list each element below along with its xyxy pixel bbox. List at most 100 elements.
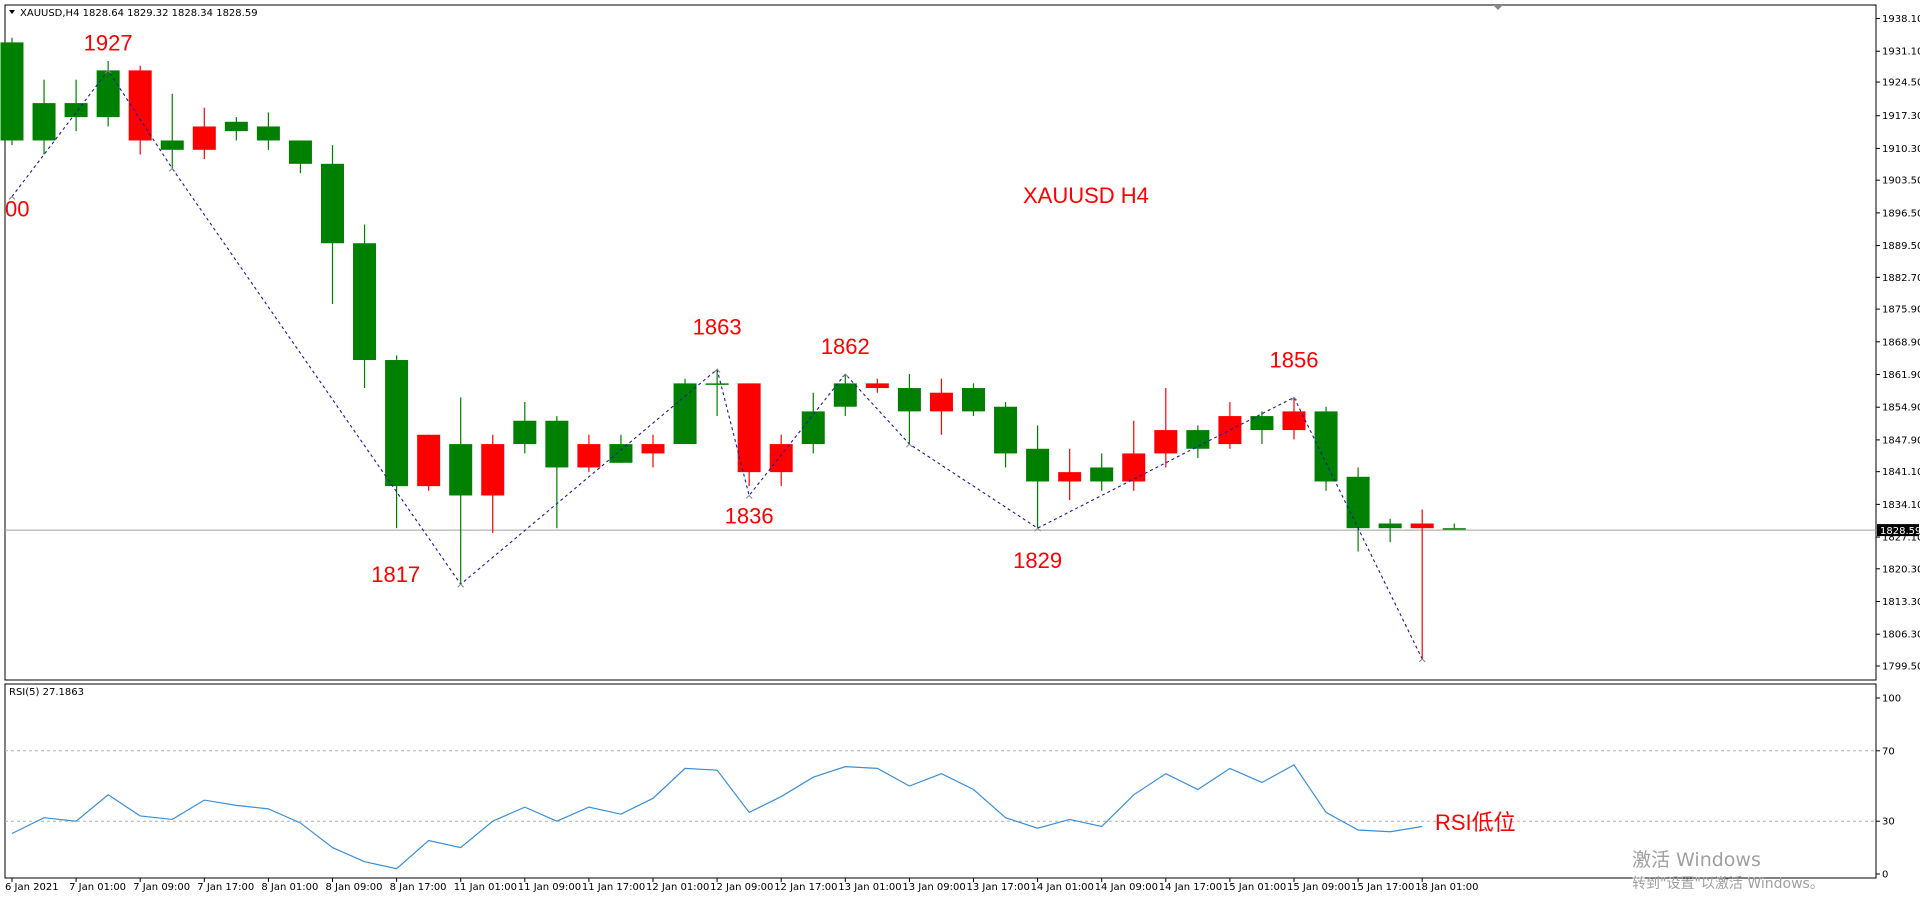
candle[interactable] [32, 79, 56, 155]
candle[interactable] [1186, 425, 1210, 459]
price-axis-label: 1813.30 [1882, 597, 1920, 608]
candle-body [1314, 411, 1338, 482]
time-axis-label: 13 Jan 09:00 [902, 882, 965, 893]
rsi-header: RSI(5) 27.1863 [9, 687, 84, 698]
time-axis-label: 8 Jan 01:00 [261, 882, 318, 893]
candle[interactable] [801, 392, 825, 454]
candle-body [962, 388, 985, 412]
candle[interactable] [513, 402, 537, 454]
candle-body [256, 126, 280, 141]
rsi-axis-label: 30 [1882, 817, 1895, 828]
candle[interactable] [609, 434, 633, 463]
price-annotation: 1862 [821, 334, 870, 359]
time-axis-label: 13 Jan 01:00 [838, 882, 901, 893]
candle[interactable] [994, 402, 1018, 468]
candle[interactable] [1154, 388, 1178, 468]
candle-body [737, 383, 761, 473]
zigzag-arrow-icon [841, 373, 849, 378]
candle[interactable] [96, 61, 120, 127]
candle-body [705, 383, 729, 385]
zigzag-line [11, 69, 1423, 660]
time-axis-label: 7 Jan 01:00 [69, 882, 126, 893]
current-price-tag-label: 1828.59 [1880, 526, 1920, 537]
candle[interactable] [1026, 425, 1050, 529]
candle[interactable] [865, 378, 889, 393]
candle[interactable] [1250, 411, 1274, 445]
candle[interactable] [1346, 467, 1370, 552]
candle[interactable] [737, 383, 761, 487]
candle[interactable] [128, 65, 152, 155]
symbol-info: XAUUSD,H4 1828.64 1829.32 1828.34 1828.5… [20, 8, 258, 19]
candle[interactable] [673, 378, 697, 445]
price-axis-label: 1875.90 [1882, 305, 1920, 316]
candle[interactable] [1442, 523, 1466, 530]
candle[interactable] [897, 374, 921, 445]
candle[interactable] [1282, 397, 1306, 440]
price-axis-label: 1847.90 [1882, 435, 1920, 446]
price-axis-label: 1841.10 [1882, 467, 1920, 478]
price-axis-label: 1924.50 [1882, 78, 1920, 89]
candle[interactable] [481, 434, 505, 533]
windows-activation-hint: 转到"设置"以激活 Windows。 [1632, 875, 1824, 892]
candle[interactable] [0, 37, 24, 146]
time-axis-label: 13 Jan 17:00 [967, 882, 1030, 893]
price-axis-label: 1820.30 [1882, 564, 1920, 575]
candle[interactable] [962, 383, 985, 417]
candle[interactable] [1410, 509, 1434, 659]
price-axis-label: 1806.30 [1882, 630, 1920, 641]
candle[interactable] [224, 117, 248, 141]
windows-activation-watermark: 激活 Windows [1632, 849, 1761, 871]
candle[interactable] [449, 397, 473, 585]
candle[interactable] [1090, 453, 1114, 491]
candle-body [1442, 528, 1466, 530]
candle-body [609, 444, 633, 463]
candle[interactable] [192, 107, 216, 160]
candle[interactable] [321, 145, 344, 304]
candle[interactable] [353, 224, 377, 389]
candle-body [1282, 411, 1306, 431]
zigzag-arrow-icon [457, 583, 465, 588]
price-annotation: 1817 [371, 562, 420, 587]
price-annotation: 1856 [1270, 347, 1319, 372]
candle[interactable] [769, 434, 793, 487]
time-axis-label: 7 Jan 17:00 [197, 882, 254, 893]
collapse-triangle-icon[interactable] [9, 10, 15, 14]
candle[interactable] [641, 434, 665, 468]
candle[interactable] [64, 79, 88, 132]
chart-title: XAUUSD H4 [1023, 183, 1149, 208]
candle[interactable] [256, 112, 280, 150]
candle[interactable] [1314, 406, 1338, 491]
candle[interactable] [1218, 402, 1242, 449]
candle[interactable] [833, 374, 857, 417]
candle[interactable] [577, 434, 601, 473]
time-axis-label: 14 Jan 09:00 [1095, 882, 1158, 893]
candle[interactable] [288, 140, 312, 174]
candle-body [513, 420, 537, 445]
zigzag-arrow-icon [104, 69, 112, 74]
candle[interactable] [1378, 518, 1402, 543]
price-axis-label: 1827.10 [1882, 533, 1920, 544]
candle[interactable] [705, 369, 729, 417]
candle[interactable] [545, 416, 569, 529]
candle[interactable] [417, 434, 441, 491]
zigzag-arrow-icon [168, 167, 176, 172]
candle-body [1218, 416, 1242, 445]
candle[interactable] [1122, 420, 1146, 491]
candle[interactable] [929, 378, 953, 435]
candle[interactable] [160, 93, 184, 169]
shift-marker-icon[interactable] [1493, 5, 1503, 10]
price-axis-label: 1861.90 [1882, 370, 1920, 381]
time-axis-label: 12 Jan 01:00 [646, 882, 709, 893]
candle-body [32, 103, 56, 141]
candle-body [192, 126, 216, 150]
price-axis-label: 1834.10 [1882, 500, 1920, 511]
candle-body [353, 243, 377, 361]
zigzag-arrow-icon [745, 494, 753, 499]
candle[interactable] [1058, 448, 1082, 501]
zigzag-arrow-icon [1418, 658, 1426, 663]
time-axis-label: 8 Jan 17:00 [390, 882, 447, 893]
candle-body [1346, 476, 1370, 529]
candle[interactable] [385, 355, 409, 529]
time-axis-label: 15 Jan 17:00 [1351, 882, 1414, 893]
